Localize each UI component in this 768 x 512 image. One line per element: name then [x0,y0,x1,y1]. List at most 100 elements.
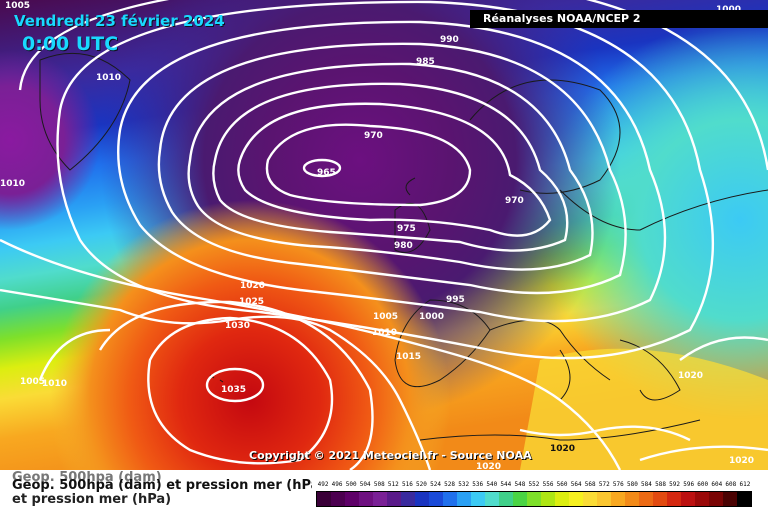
isobar-label: 1005 [5,1,30,11]
caption-subtitle: et pression mer (hPa) [12,492,172,507]
scale-tick-label: 492 [317,481,329,488]
isobar-label: 1030 [225,321,250,331]
isobar-label: 1005 [373,312,398,322]
isobar-label: 990 [440,35,459,45]
scale-tick-label: 552 [528,481,540,488]
isobar-label: 965 [317,168,336,178]
scale-tick-label: 592 [669,481,681,488]
map-date: Vendredi 23 février 2024 [14,12,225,30]
isobar-label: 970 [364,131,383,141]
scale-swatch [513,492,527,506]
scale-swatch [569,492,583,506]
scale-swatch [709,492,723,506]
isobar-label: 1020 [476,462,501,470]
scale-swatch [499,492,513,506]
caption-title: Geop. 500hpa (dam) et pression mer (hPa) [12,478,312,493]
map-time: 0:00 UTC [22,33,119,55]
scale-tick-label: 584 [641,481,652,488]
scale-tick-label: 500 [345,481,357,488]
isobar-label: 1010 [96,73,121,83]
scale-tick-label: 568 [584,481,596,488]
isobar-label: 1020 [678,371,703,381]
scale-swatch [667,492,681,506]
isobar-label: 1025 [239,297,264,307]
isobar-label: 1000 [419,312,444,322]
isobar-label: 980 [394,241,413,251]
scale-tick-label: 524 [430,481,441,488]
scale-tick-label: 528 [444,481,456,488]
isobar-label: 1020 [550,444,575,454]
coastlines [39,52,768,441]
color-scale-ticks: 492 496 500 504 508 512 516 520 524 528 532 536 540 5… [316,480,752,490]
isobar-label: 970 [505,196,524,206]
isobar-label: 1005 [20,377,45,387]
scale-tick-label: 608 [725,481,737,488]
scale-swatch [359,492,373,506]
isobar-label: 985 [416,57,435,67]
isobars [0,0,768,470]
scale-tick-label: 508 [373,481,385,488]
scale-swatch [373,492,387,506]
scale-swatch [597,492,611,506]
scale-tick-label: 600 [697,481,709,488]
scale-tick-label: 556 [542,481,554,488]
scale-tick-label: 580 [626,481,638,488]
scale-swatch [457,492,471,506]
scale-tick-label: 604 [711,481,723,488]
scale-swatch [541,492,555,506]
scale-swatch [345,492,359,506]
scale-swatch [443,492,457,506]
scale-swatch [485,492,499,506]
isobar-label: 1010 [372,328,397,338]
scale-swatch [331,492,345,506]
scale-swatch [583,492,597,506]
caption-shadow: Geop. 500hpa (dam) [12,470,162,485]
scale-swatch [555,492,569,506]
scale-swatch [681,492,695,506]
scale-tick-label: 572 [598,481,610,488]
scale-tick-label: 544 [500,481,512,488]
legend-area: Geop. 500hpa (dam) Geop. 500hpa (dam) et… [0,470,768,512]
scale-tick-label: 540 [486,481,498,488]
scale-swatch [415,492,429,506]
scale-swatch [317,492,331,506]
scale-tick-label: 512 [387,481,399,488]
isobar-label: 1010 [0,179,25,189]
copyright-notice: Copyright © 2021 Meteociel.fr - Source N… [249,449,532,462]
scale-swatch [737,492,751,506]
scale-tick-label: 520 [416,481,427,488]
isobar-label: 1015 [396,352,421,362]
scale-swatch [429,492,443,506]
scale-swatch [471,492,485,506]
scale-tick-label: 560 [556,481,568,488]
source-banner: Réanalyses NOAA/NCEP 2 [470,10,768,28]
scale-tick-label: 612 [739,481,751,488]
scale-tick-label: 588 [655,481,666,488]
scale-swatch [625,492,639,506]
scale-tick-label: 532 [458,481,470,488]
scale-swatch [653,492,667,506]
isobar-label: 975 [397,224,416,234]
isobar-label: 1035 [221,385,246,395]
scale-swatch [639,492,653,506]
scale-tick-label: 516 [401,481,413,488]
color-scale-bar [316,491,752,507]
isobar-label: 1010 [42,379,67,389]
scale-tick-label: 504 [359,481,371,488]
isobar-label: 1020 [729,456,754,466]
scale-tick-label: 536 [472,481,484,488]
scale-swatch [401,492,415,506]
scale-tick-label: 496 [331,481,343,488]
scale-swatch [723,492,737,506]
color-scale: 492 496 500 504 508 512 516 520 524 528 532 536 540 5… [316,480,752,508]
weather-map: 1005 1000 990 985 1010 970 965 970 1010 … [0,0,768,470]
scale-tick-label: 596 [683,481,695,488]
isobar-label: 1020 [240,281,265,291]
scale-tick-label: 548 [514,481,526,488]
scale-swatch [611,492,625,506]
scale-swatch [387,492,401,506]
scale-swatch [695,492,709,506]
scale-tick-label: 564 [570,481,582,488]
isobar-label: 995 [446,295,465,305]
scale-swatch [527,492,541,506]
